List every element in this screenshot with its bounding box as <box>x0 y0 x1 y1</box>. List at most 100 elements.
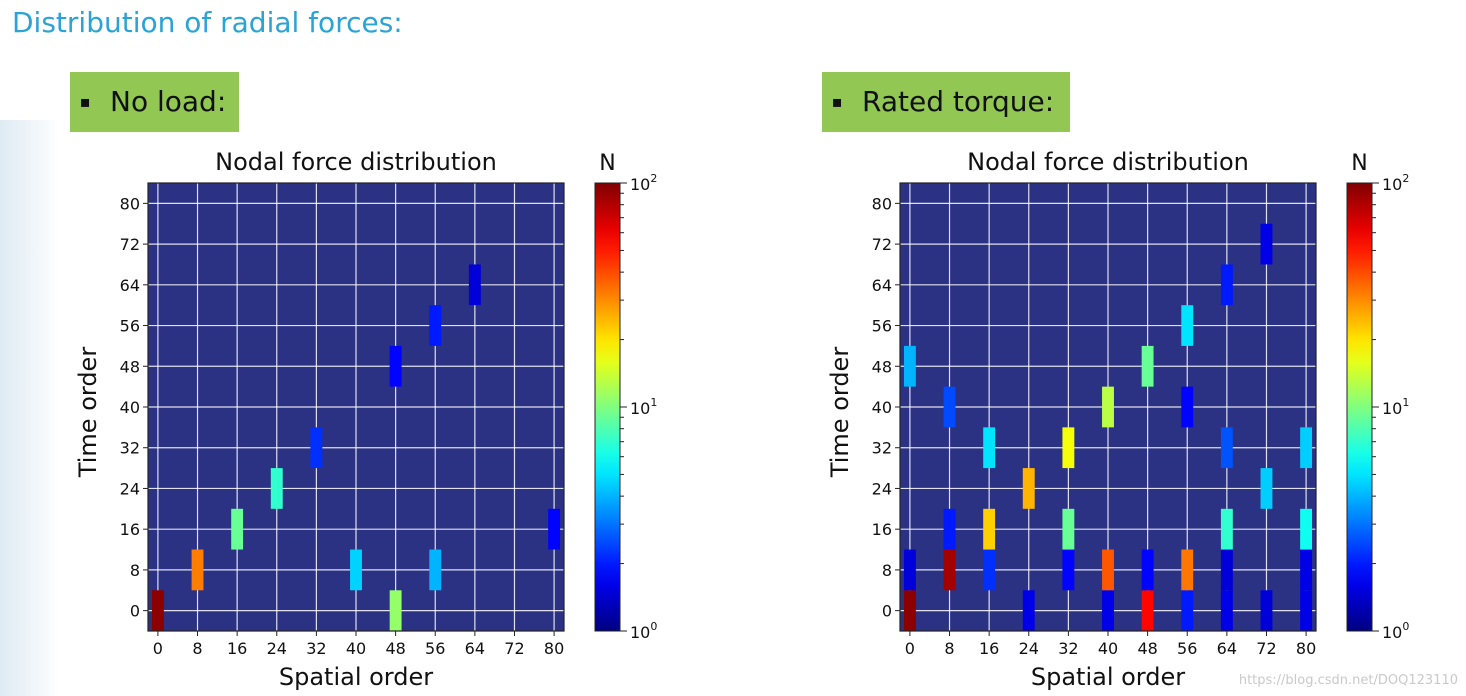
colorbar-tick-exponent: 1 <box>1402 396 1409 409</box>
heatmap-cell <box>943 508 956 550</box>
heatmap-cell <box>1300 590 1313 631</box>
heatmap-cell <box>1102 590 1114 631</box>
heatmap-cell <box>1300 427 1313 469</box>
colorbar-tick-exponent: 0 <box>650 620 657 633</box>
y-tick-label: 64 <box>120 276 140 295</box>
colorbar-tick-label: 101 <box>1382 396 1409 418</box>
heatmap-cell <box>151 590 164 631</box>
heatmap-cell <box>468 264 481 306</box>
y-tick-label: 0 <box>130 602 140 621</box>
colorbar-tick-exponent: 0 <box>1402 620 1409 633</box>
heatmap-cell <box>1220 427 1233 469</box>
heatmap-cell <box>983 427 996 469</box>
y-axis-label: Time order <box>826 347 854 478</box>
colorbar <box>1346 182 1373 632</box>
x-tick-label: 8 <box>944 639 954 658</box>
y-tick-label: 32 <box>872 439 892 458</box>
panel-label-no-load: ▪ No load: <box>70 72 239 132</box>
x-axis-label: Spatial order <box>279 663 433 691</box>
heatmap-cell <box>1062 427 1075 469</box>
y-tick-label: 24 <box>872 479 892 498</box>
x-tick-label: 80 <box>544 639 564 658</box>
panel-label-rated-torque: ▪ Rated torque: <box>822 72 1070 132</box>
x-tick-label: 72 <box>504 639 524 658</box>
heatmap-cell <box>429 305 442 346</box>
panel-label-text: No load: <box>110 85 227 118</box>
y-tick-label: 32 <box>120 439 140 458</box>
y-tick-label: 40 <box>872 398 892 417</box>
heatmap-cell <box>1220 590 1233 631</box>
bullet-icon: ▪ <box>831 92 843 111</box>
y-tick-label: 72 <box>120 235 140 254</box>
y-tick-label: 16 <box>872 520 892 539</box>
watermark: https://blog.csdn.net/DOQ123110 <box>1238 673 1458 688</box>
chart-title: Nodal force distribution <box>215 148 497 176</box>
heatmap-cell <box>1220 264 1233 306</box>
heatmap-cell <box>1220 508 1233 550</box>
x-tick-label: 8 <box>192 639 202 658</box>
heatmap-cell <box>191 549 204 591</box>
chart-title: Nodal force distribution <box>967 148 1249 176</box>
y-axis-label: Time order <box>74 347 102 478</box>
heatmap-cell <box>1260 223 1273 265</box>
heatmap-cell <box>1181 590 1194 631</box>
heatmap-cell <box>1022 468 1035 509</box>
colorbar-tick-label: 100 <box>630 620 657 642</box>
heatmap-cell <box>1102 549 1114 591</box>
x-tick-label: 80 <box>1296 639 1316 658</box>
heatmap-cell <box>389 590 402 631</box>
heatmap-cell <box>1102 386 1114 428</box>
colorbar-tick-base: 10 <box>1382 623 1402 642</box>
colorbar-tick-exponent: 2 <box>650 172 657 185</box>
colorbar-tick-label: 100 <box>1382 620 1409 642</box>
colorbar-tick-exponent: 2 <box>1402 172 1409 185</box>
heatmap-cell <box>1062 549 1075 591</box>
heatmap-cell <box>943 386 956 428</box>
panel-label-text: Rated torque: <box>862 85 1055 118</box>
x-tick-label: 16 <box>227 639 247 658</box>
x-tick-label: 16 <box>979 639 999 658</box>
y-tick-label: 80 <box>120 194 140 213</box>
heatmap-cell <box>903 549 916 591</box>
colorbar-label: N <box>599 151 615 176</box>
heatmap-cell <box>429 549 442 591</box>
y-tick-label: 72 <box>872 235 892 254</box>
x-tick-label: 48 <box>1137 639 1157 658</box>
colorbar-tick-base: 10 <box>1382 399 1402 418</box>
colorbar <box>594 182 621 632</box>
y-tick-label: 64 <box>872 276 892 295</box>
x-tick-label: 32 <box>306 639 326 658</box>
heatmap-cell <box>1181 549 1194 591</box>
x-tick-label: 40 <box>1098 639 1118 658</box>
x-tick-label: 40 <box>346 639 366 658</box>
heatmap-cell <box>1141 345 1154 387</box>
heatmap-cell <box>1181 386 1194 428</box>
heatmap-cell <box>943 549 956 591</box>
bullet-icon: ▪ <box>79 92 91 111</box>
x-tick-label: 24 <box>267 639 287 658</box>
colorbar-tick-label: 101 <box>630 396 657 418</box>
page-title: Distribution of radial forces: <box>12 6 403 39</box>
y-tick-label: 48 <box>120 357 140 376</box>
y-tick-label: 48 <box>872 357 892 376</box>
heatmap-cell <box>1141 549 1154 591</box>
colorbar-tick-base: 10 <box>630 399 650 418</box>
x-tick-label: 56 <box>1177 639 1197 658</box>
heatmap-cell <box>1022 590 1035 631</box>
colorbar-tick-base: 10 <box>630 623 650 642</box>
heatmap-cell <box>983 508 996 550</box>
heatmap-cell <box>389 345 402 387</box>
heatmap-cell <box>983 549 996 591</box>
colorbar-tick-label: 102 <box>1382 172 1409 194</box>
heatmap-cell <box>548 508 561 550</box>
heatmap-cell <box>350 549 362 591</box>
y-tick-label: 56 <box>120 317 140 336</box>
y-tick-label: 8 <box>130 561 140 580</box>
x-tick-label: 24 <box>1019 639 1039 658</box>
colorbar-tick-exponent: 1 <box>650 396 657 409</box>
colorbar-tick-base: 10 <box>1382 175 1402 194</box>
x-axis-label: Spatial order <box>1031 663 1185 691</box>
background-decoration <box>0 120 60 696</box>
y-tick-label: 56 <box>872 317 892 336</box>
y-tick-label: 8 <box>882 561 892 580</box>
